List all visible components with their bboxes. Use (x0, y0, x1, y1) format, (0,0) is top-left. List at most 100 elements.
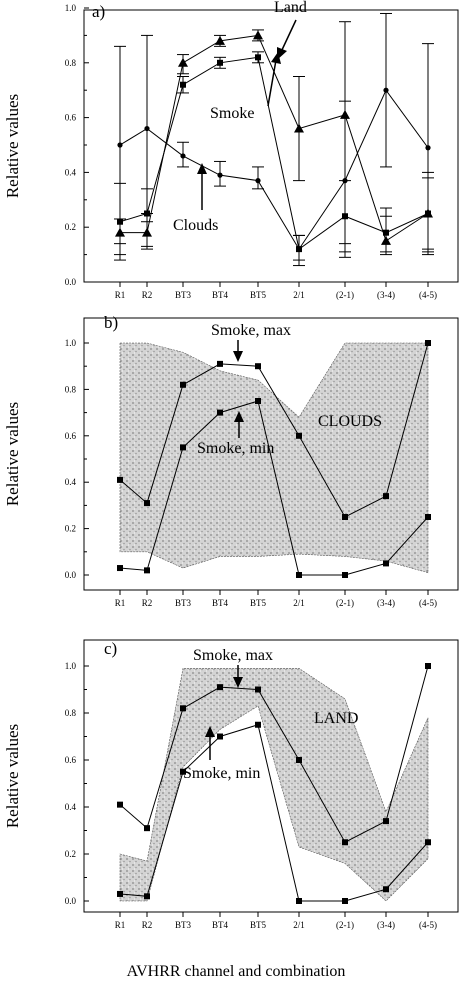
data-point (383, 886, 389, 893)
arrow-smoke-max-c (233, 665, 243, 688)
data-point (117, 476, 123, 483)
data-point (255, 54, 261, 61)
panel-c-axis: 0.0 0.2 0.4 0.6 0.8 1.0 R1 R2 BT3 BT4 BT5 2/1 (2-1) (… (65, 661, 437, 930)
data-point (342, 898, 348, 904)
data-point (217, 684, 223, 691)
data-point (255, 721, 261, 728)
x-tick-label: (4-5) (419, 598, 437, 608)
y-tick-label: 0.0 (65, 570, 77, 580)
arrow-clouds (197, 163, 207, 210)
panel-c-series (117, 663, 431, 904)
data-point (342, 572, 348, 578)
data-point (144, 567, 150, 574)
y-tick-label: 0.8 (65, 58, 77, 68)
panel-a-series (114, 12, 434, 267)
y-tick-label: 0.0 (65, 277, 77, 287)
panel-b-frame (83, 317, 459, 591)
y-tick-label: 0.4 (65, 477, 77, 487)
x-tick-label: 2/1 (293, 290, 305, 300)
x-tick-label: BT5 (250, 920, 267, 930)
data-point (217, 733, 223, 740)
x-tick-label: R2 (142, 920, 153, 930)
x-tick-label: (3-4) (377, 920, 395, 930)
data-point (117, 142, 123, 148)
series-smoke-max (117, 663, 431, 846)
x-tick-label: BT3 (175, 290, 192, 300)
data-point (383, 87, 389, 93)
data-point (383, 818, 389, 825)
panel-a-frame (83, 9, 459, 283)
panel-c-band (119, 668, 429, 902)
data-point (217, 59, 223, 66)
series-line-land (120, 34, 429, 242)
annotation-land: Land (274, 0, 307, 16)
data-point (144, 825, 150, 832)
series-line-clouds (119, 89, 429, 251)
data-point (117, 801, 123, 808)
panel-c-label: c) (104, 639, 117, 658)
annotation-land-band: LAND (314, 710, 358, 727)
data-point (215, 35, 225, 45)
error-bar (339, 21, 351, 258)
panel-b-band (119, 342, 429, 574)
panel-c-frame (83, 639, 459, 913)
panel-a-chart: 0.0 0.2 0.4 0.6 0.8 1.0 R1 R2 BT3 BT4 BT5 2/1 (2-1) (… (3, 0, 459, 300)
y-tick-label: 0.2 (65, 524, 76, 534)
y-tick-label: 0.8 (65, 708, 77, 718)
data-point (144, 893, 150, 900)
data-point (296, 572, 302, 578)
data-point (180, 444, 186, 451)
y-tick-label: 0.2 (65, 849, 76, 859)
y-tick-label: 1.0 (65, 661, 77, 671)
data-point (180, 768, 186, 775)
data-point (253, 30, 263, 40)
series-clouds (114, 12, 434, 261)
data-point (294, 123, 304, 133)
panel-c-ylabel: Relative values (3, 724, 22, 828)
x-tick-label: 2/1 (293, 920, 305, 930)
x-tick-label: BT4 (212, 920, 229, 930)
data-point (117, 890, 123, 897)
data-point (342, 839, 348, 846)
data-point (425, 514, 431, 520)
data-point (255, 686, 261, 693)
annotation-smoke-min-b: Smoke, min (197, 440, 274, 457)
data-point (296, 898, 302, 904)
panel-c-chart: 0.0 0.2 0.4 0.6 0.8 1.0 R1 R2 BT3 BT4 BT5 2/1 (2-1) (… (3, 639, 459, 930)
annotation-smoke-max-b: Smoke, max (211, 322, 291, 339)
data-point (180, 381, 186, 388)
x-tick-label: BT5 (250, 290, 267, 300)
data-point (425, 340, 431, 346)
data-point (217, 409, 223, 416)
data-point (180, 705, 186, 712)
y-tick-label: 0.0 (65, 896, 77, 906)
y-tick-label: 0.8 (65, 384, 77, 394)
data-point (255, 363, 261, 370)
data-point (383, 229, 389, 236)
x-tick-label: BT5 (250, 598, 267, 608)
y-tick-label: 1.0 (65, 338, 77, 348)
annotation-smoke-min-c: Smoke, min (183, 765, 260, 782)
y-tick-label: 1.0 (65, 3, 77, 13)
panel-b-axis: 0.0 0.2 0.4 0.6 0.8 1.0 R1 R2 BT3 BT4 BT5 2/1 (2-1) (… (65, 338, 437, 608)
y-tick-label: 0.2 (65, 222, 76, 232)
x-tick-label: (2-1) (336, 920, 354, 930)
x-tick-label: R1 (115, 290, 126, 300)
data-point (217, 360, 223, 367)
error-bar (252, 166, 264, 190)
annotation-clouds-band: CLOUDS (318, 413, 382, 430)
data-point (117, 565, 123, 572)
data-point (425, 839, 431, 846)
panel-b-ylabel: Relative values (3, 402, 22, 506)
arrow-smoke (267, 52, 281, 107)
y-tick-label: 0.4 (65, 167, 77, 177)
panel-a-axis: 0.0 0.2 0.4 0.6 0.8 1.0 R1 R2 BT3 BT4 BT5 2/1 (2-1) (… (65, 3, 437, 300)
y-tick-label: 0.6 (65, 431, 77, 441)
data-point (425, 663, 431, 669)
band-land (119, 668, 429, 902)
data-point (425, 145, 431, 151)
data-point (255, 398, 261, 404)
data-point (217, 172, 223, 178)
panel-b-series (117, 340, 431, 578)
